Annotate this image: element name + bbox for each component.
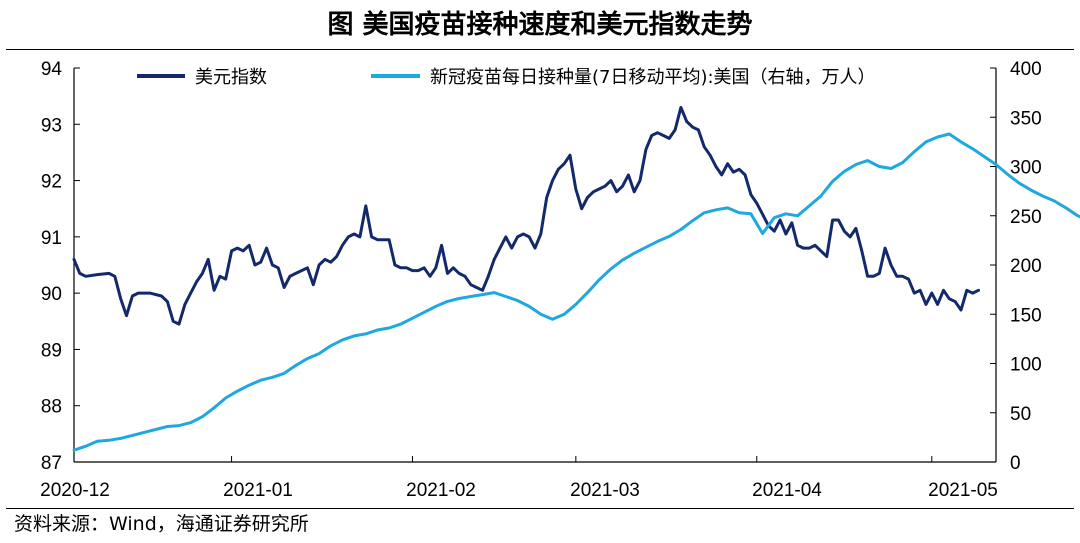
series-dollar-index [72,105,980,326]
left-y-tick-label: 90 [41,284,62,305]
x-tick-label: 2020-12 [40,480,110,501]
chart-legend: 美元指数 新冠疫苗每日接种量(7日移动平均):美国（右轴，万人） [137,67,876,88]
x-tick-label: 2021-02 [406,480,476,501]
right-y-tick-label: 150 [1010,305,1042,326]
right-y-tick-label: 100 [1010,355,1042,376]
x-tick-label: 2021-03 [570,480,640,501]
chart-title: 图 美国疫苗接种速度和美元指数走势 [327,10,753,40]
right-y-tick-label: 250 [1010,207,1042,228]
x-tick-label: 2021-01 [223,480,293,501]
left-y-tick-label: 93 [41,115,62,136]
legend-label-vaccination: 新冠疫苗每日接种量(7日移动平均):美国（右轴，万人） [430,67,876,88]
vaccination-line [72,132,1080,452]
left-y-tick-label: 92 [41,172,62,193]
chart-axes: 87 88 89 90 91 92 93 94 0 50 100 150 200 250 300 350 400… [40,59,1042,501]
source-note: 资料来源：Wind，海通证券研究所 [14,513,309,535]
right-y-tick-label: 300 [1010,158,1042,179]
legend-label-dollar-index: 美元指数 [195,67,267,88]
right-y-tick-label: 0 [1010,453,1021,474]
right-y-tick-label: 200 [1010,256,1042,277]
right-y-tick-label: 350 [1010,108,1042,129]
left-y-tick-label: 91 [41,228,62,249]
left-y-tick-label: 89 [41,340,62,361]
series-vaccination [72,132,1080,452]
right-y-tick-label: 400 [1010,59,1042,80]
left-y-tick-label: 87 [41,453,62,474]
x-tick-label: 2021-05 [928,480,998,501]
right-y-tick-label: 50 [1010,404,1031,425]
left-y-tick-label: 88 [41,397,62,418]
dollar-index-line [72,105,980,326]
source-divider [6,508,1074,509]
title-divider [6,49,1074,50]
left-y-tick-label: 94 [41,59,63,80]
x-tick-label: 2021-04 [752,480,822,501]
